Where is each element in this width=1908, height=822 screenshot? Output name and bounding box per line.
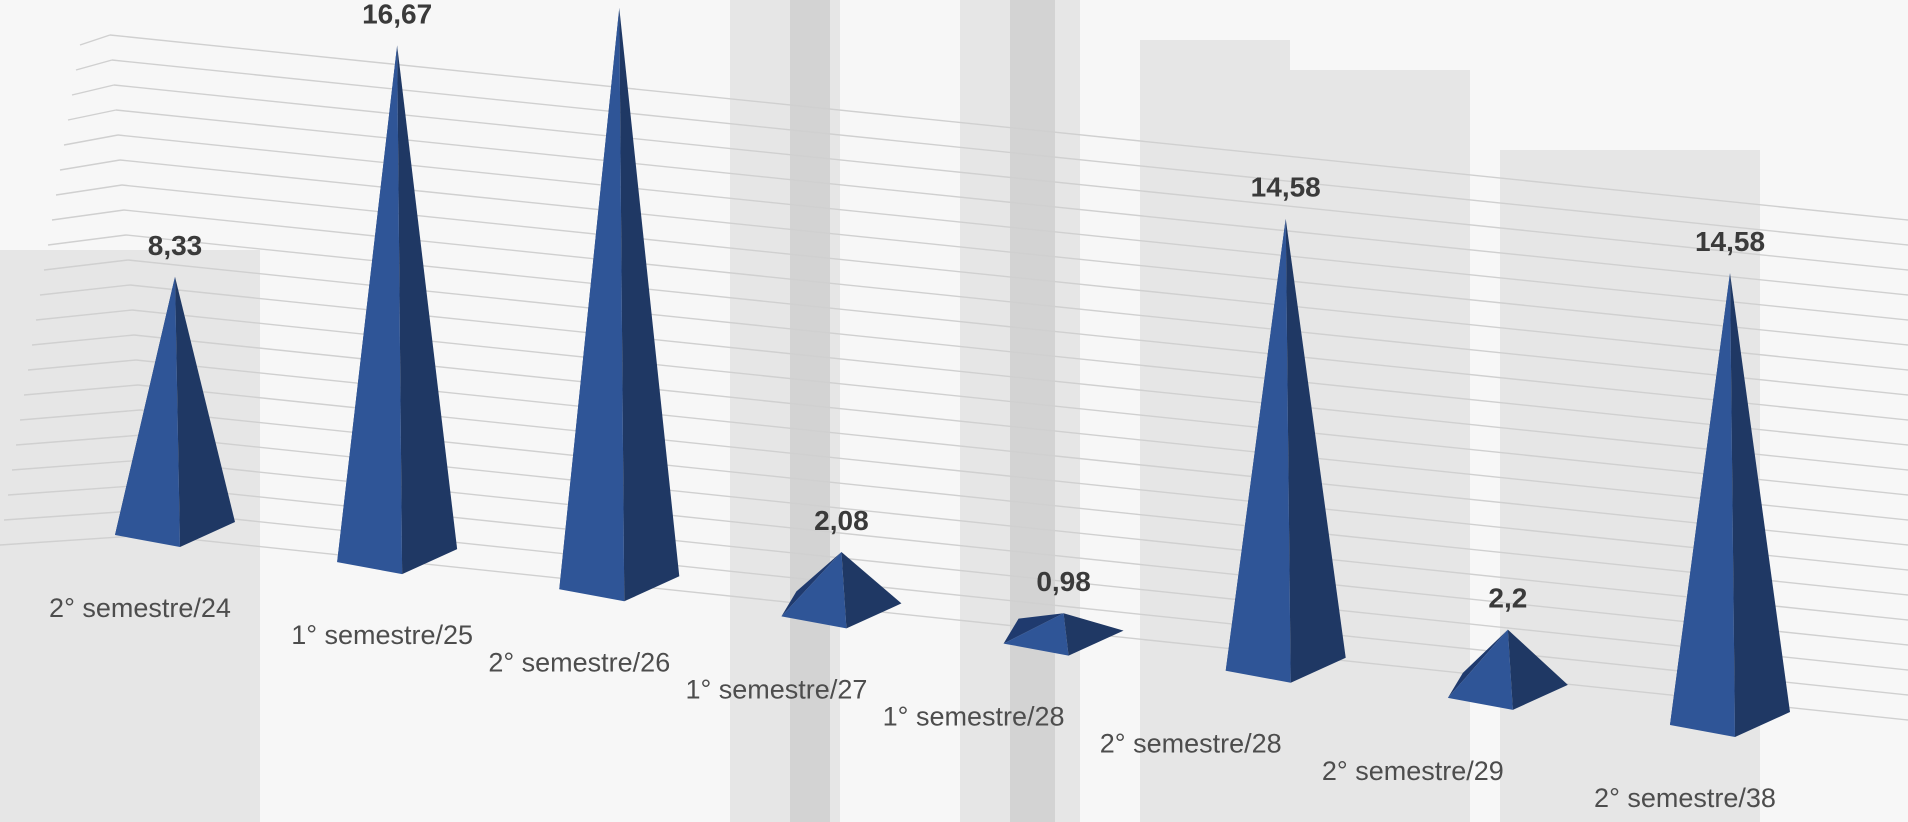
category-labels: 2° semestre/24 1° semestre/25 2° semestre/… — [49, 593, 1776, 813]
data-label: 2,08 — [814, 505, 869, 536]
gridline-left-2 — [7, 484, 147, 496]
data-label: 16,67 — [362, 0, 432, 29]
pyramid-side-face — [1063, 613, 1124, 656]
category-label: 1° semestre/25 — [291, 620, 473, 650]
gridline-left-15 — [59, 159, 121, 171]
gridline-18 — [113, 84, 1908, 271]
gridline-left-18 — [71, 84, 115, 96]
category-label: 2° semestre/28 — [1100, 729, 1282, 759]
gridline-left-16 — [63, 134, 119, 146]
gridline-left-13 — [51, 209, 125, 221]
gridline-19 — [111, 59, 1908, 246]
pyramid-front-face — [115, 276, 180, 547]
pyramid-side-face — [175, 276, 235, 547]
data-label: 8,33 — [148, 230, 203, 261]
gridline-20 — [109, 34, 1908, 221]
gridline-left-8 — [31, 334, 135, 346]
gridline-13 — [123, 209, 1908, 396]
gridline-left-19 — [75, 59, 113, 71]
gridline-left-6 — [23, 384, 139, 396]
pyramid-front-face — [337, 45, 403, 575]
gridline-15 — [119, 159, 1908, 346]
pyramid-front-face — [1003, 613, 1069, 656]
gridline-14 — [121, 184, 1908, 371]
pyramid-side-face — [1285, 218, 1346, 683]
pyramid-front-face — [781, 551, 847, 629]
gridline-16 — [117, 134, 1908, 321]
gridline-left-3 — [11, 459, 145, 471]
data-label: 2,2 — [1488, 583, 1527, 614]
gridline-left-20 — [79, 34, 111, 46]
gridline-left-5 — [19, 409, 141, 421]
gridline-left-4 — [15, 434, 143, 446]
category-label: 1° semestre/27 — [685, 674, 867, 704]
pyramid-front-face — [1225, 218, 1291, 683]
gridline-left-9 — [35, 309, 133, 321]
data-label: 14,58 — [1695, 226, 1765, 257]
category-label: 2° semestre/24 — [49, 593, 231, 623]
category-label: 1° semestre/28 — [883, 702, 1065, 732]
pyramid-side-face — [1507, 629, 1568, 710]
pyramid-front-face — [559, 8, 625, 602]
data-label: 0,98 — [1036, 566, 1091, 597]
data-label: 14,58 — [1251, 172, 1321, 203]
gridline-left-14 — [55, 184, 123, 196]
pyramid-side-face — [397, 45, 458, 575]
chart-bars — [115, 8, 1790, 737]
category-label: 2° semestre/29 — [1322, 756, 1504, 786]
category-label: 2° semestre/26 — [488, 647, 670, 677]
gridline-left-11 — [43, 259, 129, 271]
pyramid-front-face — [1670, 273, 1735, 737]
pyramid-side-face — [841, 551, 902, 629]
gridline-17 — [115, 109, 1908, 296]
gridline-left-7 — [27, 359, 137, 371]
pyramid-front-face — [1447, 629, 1513, 710]
pyramid-back-face — [781, 551, 842, 617]
gridline-left-12 — [47, 234, 127, 246]
gridline-left-17 — [67, 109, 117, 121]
category-label: 2° semestre/38 — [1594, 783, 1776, 813]
gridline-left-10 — [39, 284, 131, 296]
pyramid-side-face — [1730, 273, 1790, 737]
pyramid-side-face — [619, 8, 680, 602]
